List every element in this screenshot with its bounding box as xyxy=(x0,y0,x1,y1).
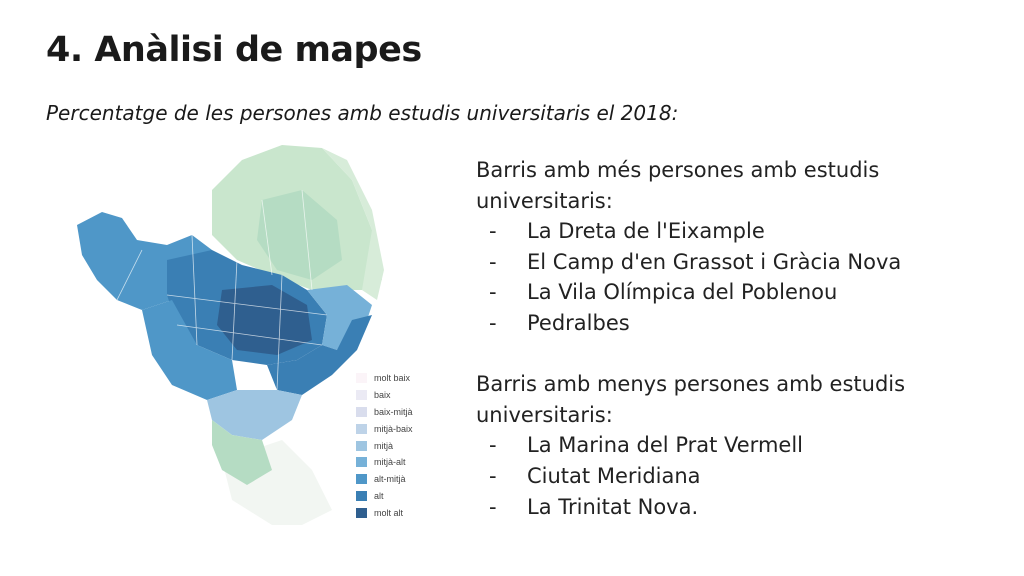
legend-item: molt baix xyxy=(356,370,413,387)
list-item-text: El Camp d'en Grassot i Gràcia Nova xyxy=(527,249,902,274)
legend-item: molt alt xyxy=(356,504,413,521)
legend-swatch xyxy=(356,507,367,518)
list-item-text: La Vila Olímpica del Poblenou xyxy=(527,280,838,305)
legend-item: baix-mitjà xyxy=(356,404,413,421)
list-item: - Ciutat Meridiana xyxy=(476,461,1016,492)
map-region-north-mid xyxy=(257,190,342,280)
legend-label: mitjà xyxy=(374,440,394,451)
legend-item: mitjà xyxy=(356,437,413,454)
barcelona-choropleth-map xyxy=(77,145,384,525)
bullet-dash: - xyxy=(489,280,497,305)
map-region-coast xyxy=(267,315,372,395)
list-item: - La Trinitat Nova. xyxy=(476,492,1016,523)
bullet-dash: - xyxy=(489,310,497,335)
map-region-montjuic xyxy=(207,390,302,440)
legend-label: molt baix xyxy=(374,373,411,384)
least-list: - La Marina del Prat Vermell - Ciutat Merid… xyxy=(476,430,1016,522)
legend-label: alt xyxy=(374,490,384,501)
legend-item: baix xyxy=(356,387,413,404)
least-heading: Barris amb menys persones amb estudis un… xyxy=(476,372,906,427)
list-item: - Pedralbes xyxy=(476,308,1016,339)
bullet-dash: - xyxy=(489,219,497,244)
legend-item: alt-mitjà xyxy=(356,471,413,488)
list-item: - La Vila Olímpica del Poblenou xyxy=(476,277,1016,308)
map-region-southwest xyxy=(142,300,237,400)
legend-item: mitjà-alt xyxy=(356,454,413,471)
bullet-dash: - xyxy=(489,463,497,488)
list-item: - La Dreta de l'Eixample xyxy=(476,216,1016,247)
legend-swatch xyxy=(356,390,367,401)
bullet-dash: - xyxy=(489,249,497,274)
legend-label: mitjà-alt xyxy=(374,457,406,468)
bullet-dash: - xyxy=(489,433,497,458)
findings-text: Barris amb més persones amb estudis univ… xyxy=(476,155,1016,522)
legend-swatch xyxy=(356,457,367,468)
map-legend: molt baix baix baix-mitjà mitjà-baix mitjà mi… xyxy=(356,370,413,521)
legend-item: mitjà-baix xyxy=(356,420,413,437)
legend-label: molt alt xyxy=(374,507,404,518)
most-heading: Barris amb més persones amb estudis univ… xyxy=(476,158,880,213)
map-region-port xyxy=(212,420,272,485)
list-item-text: La Trinitat Nova. xyxy=(527,494,699,519)
slide-title: 4. Anàlisi de mapes xyxy=(46,30,422,70)
legend-item: alt xyxy=(356,488,413,505)
list-item-text: Ciutat Meridiana xyxy=(527,463,701,488)
legend-label: baix-mitjà xyxy=(374,406,413,417)
slide-subtitle: Percentatge de les persones amb estudis … xyxy=(46,101,679,125)
most-list: - La Dreta de l'Eixample - El Camp d'en Gra… xyxy=(476,216,1016,338)
legend-swatch xyxy=(356,373,367,384)
legend-swatch xyxy=(356,490,367,501)
list-item-text: Pedralbes xyxy=(527,310,630,335)
legend-label: alt-mitjà xyxy=(374,474,406,485)
legend-swatch xyxy=(356,440,367,451)
legend-label: baix xyxy=(374,390,391,401)
legend-swatch xyxy=(356,423,367,434)
list-item-text: La Dreta de l'Eixample xyxy=(527,219,765,244)
legend-swatch xyxy=(356,406,367,417)
legend-label: mitjà-baix xyxy=(374,423,413,434)
list-item: - La Marina del Prat Vermell xyxy=(476,430,1016,461)
legend-swatch xyxy=(356,474,367,485)
bullet-dash: - xyxy=(489,494,497,519)
map-region-north-east xyxy=(322,148,384,300)
list-item: - El Camp d'en Grassot i Gràcia Nova xyxy=(476,247,1016,278)
map-region-eixample xyxy=(217,285,312,355)
list-item-text: La Marina del Prat Vermell xyxy=(527,433,803,458)
